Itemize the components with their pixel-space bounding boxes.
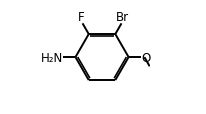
Text: Br: Br	[116, 10, 129, 23]
Text: F: F	[78, 10, 85, 23]
Text: O: O	[142, 51, 151, 64]
Text: H₂N: H₂N	[40, 51, 63, 64]
